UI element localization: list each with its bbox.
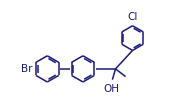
Text: Br: Br bbox=[21, 64, 33, 74]
Text: OH: OH bbox=[104, 84, 120, 94]
Text: Cl: Cl bbox=[127, 12, 138, 22]
